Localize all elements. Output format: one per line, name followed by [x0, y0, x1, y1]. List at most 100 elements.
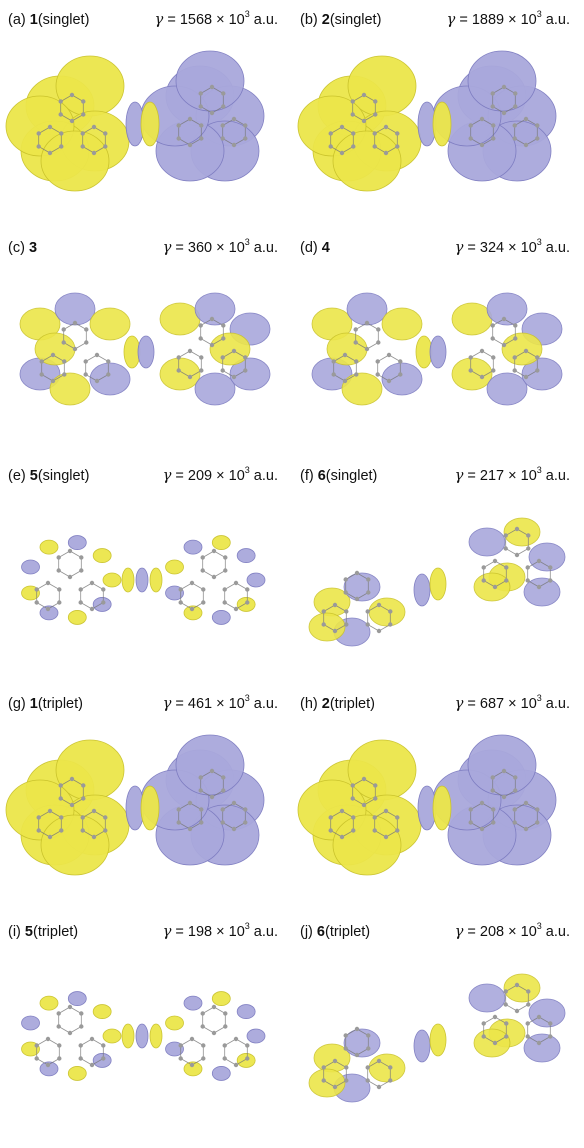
atom-dot	[89, 1036, 95, 1042]
spin-state: (singlet)	[325, 468, 378, 484]
atom-dot	[491, 820, 496, 825]
atom-dot	[222, 1043, 227, 1048]
atom-dot	[344, 622, 349, 627]
atom-dot	[220, 355, 225, 360]
atom-dot	[512, 355, 517, 360]
atom-dot	[548, 565, 553, 570]
atom-dot	[481, 1034, 486, 1039]
atom-dot	[479, 348, 485, 354]
atom-dot	[501, 84, 507, 90]
atom-dot	[106, 372, 111, 377]
atom-dot	[79, 555, 84, 560]
negative-lobe	[467, 50, 537, 112]
spin-state: (singlet)	[329, 12, 382, 28]
panel-label: (d)	[300, 240, 318, 256]
atom-dot	[59, 815, 64, 820]
atom-dot	[91, 124, 97, 130]
density-lobe	[528, 542, 566, 572]
gamma-exponent: 3	[244, 921, 250, 932]
atom-dot	[199, 820, 204, 825]
density-lobe	[92, 1053, 112, 1068]
density-map-image	[21, 535, 266, 625]
atom-dot	[34, 1043, 39, 1048]
panel-label: (a)	[8, 12, 26, 28]
density-lobe	[308, 612, 346, 642]
panel-label: (i)	[8, 924, 21, 940]
gamma-mantissa: = 198 × 10	[175, 924, 245, 940]
atom-dot	[350, 796, 355, 801]
atom-dot	[525, 578, 530, 583]
panel-label: (g)	[8, 696, 26, 712]
density-lobe	[236, 1004, 256, 1019]
atom-dot	[34, 587, 39, 592]
atom-dot	[513, 104, 518, 109]
atom-dot	[222, 600, 227, 605]
panel-c: (c) 3 γ = 360 × 103 a.u.	[0, 228, 286, 452]
atom-dot	[513, 775, 518, 780]
atom-dot	[243, 368, 248, 373]
density-lobe	[346, 292, 388, 326]
panel-caption: (c) 3 γ = 360 × 103 a.u.	[8, 236, 282, 260]
density-lobe	[343, 572, 381, 602]
atom-dot	[481, 1021, 486, 1026]
atom-dot	[233, 580, 239, 586]
density-map-image	[308, 973, 566, 1103]
spin-state: (singlet)	[37, 12, 90, 28]
gamma-symbol: γ	[454, 924, 464, 940]
atom-dot	[79, 1011, 84, 1016]
atom-dot	[72, 320, 78, 326]
atom-dot	[376, 628, 382, 634]
spin-state: (triplet)	[33, 924, 79, 940]
atom-dot	[514, 1008, 520, 1014]
atom-dot	[198, 104, 203, 109]
density-lobe	[501, 332, 543, 366]
atom-dot	[176, 355, 181, 360]
atom-dot	[50, 352, 56, 358]
density-lobe	[54, 292, 96, 326]
gamma-value: γ = 324 × 103 a.u.	[455, 236, 570, 260]
atom-dot	[209, 316, 215, 322]
density-lobe	[451, 357, 493, 391]
density-lobe	[92, 548, 112, 563]
atom-dot	[373, 112, 378, 117]
atom-dot	[220, 820, 225, 825]
atom-dot	[354, 570, 360, 576]
atom-dot	[223, 1024, 228, 1029]
atom-dot	[501, 316, 507, 322]
density-lobe	[89, 307, 131, 341]
atom-dot	[211, 1004, 217, 1010]
density-lobe	[39, 539, 59, 555]
atom-dot	[548, 1021, 553, 1026]
gamma-symbol: γ	[454, 468, 464, 484]
atom-dot	[220, 136, 225, 141]
atom-dot	[321, 609, 326, 614]
atom-dot	[536, 1040, 542, 1046]
atom-dot	[535, 807, 540, 812]
gamma-value: γ = 461 × 103 a.u.	[163, 692, 278, 716]
atom-dot	[526, 1002, 531, 1007]
atom-dot	[501, 342, 507, 348]
positive-lobe	[332, 130, 402, 192]
right-molecule-ring	[180, 582, 204, 610]
atom-dot	[376, 602, 382, 608]
density-lobe	[194, 372, 236, 406]
atom-dot	[200, 568, 205, 573]
atom-dot	[375, 372, 380, 377]
atom-dot	[523, 826, 529, 832]
atom-dot	[365, 1078, 370, 1083]
atom-dot	[395, 131, 400, 136]
gamma-unit: a.u.	[541, 240, 570, 256]
atom-dot	[198, 336, 203, 341]
atom-dot	[514, 982, 520, 988]
negative-lobe	[175, 734, 245, 796]
density-lobe	[368, 1053, 406, 1083]
atom-dot	[101, 1043, 106, 1048]
atom-dot	[59, 828, 64, 833]
gamma-value: γ = 360 × 103 a.u.	[163, 236, 278, 260]
atom-dot	[56, 1011, 61, 1016]
atom-dot	[514, 552, 520, 558]
atom-dot	[343, 1046, 348, 1051]
density-map-image	[21, 991, 266, 1081]
atom-dot	[366, 1033, 371, 1038]
atom-dot	[350, 99, 355, 104]
